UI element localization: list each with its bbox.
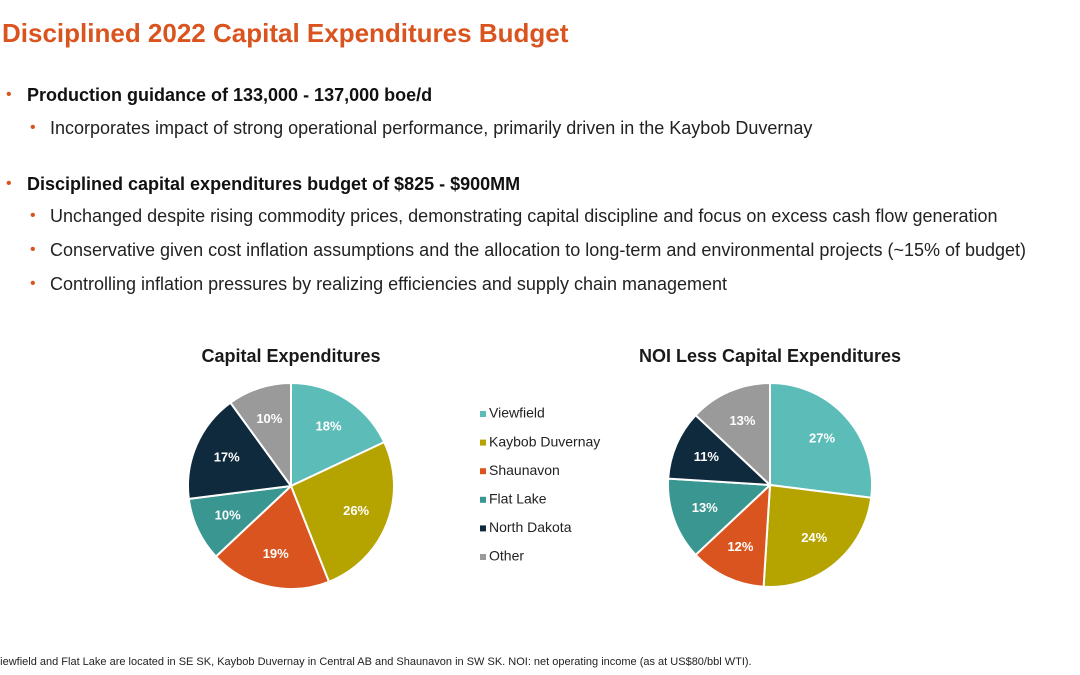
- legend-label: Shaunavon: [489, 462, 560, 478]
- legend-swatch: [480, 468, 486, 475]
- data-label: 26%: [343, 503, 369, 518]
- data-label: 17%: [214, 450, 240, 465]
- sub-bullet: Controlling inflation pressures by reali…: [50, 274, 728, 294]
- pie-slice: [762, 483, 873, 588]
- pie-slice: [694, 381, 771, 488]
- pie-slice: [214, 484, 331, 590]
- pie-slice: [187, 401, 293, 501]
- legend-swatch: [480, 439, 486, 446]
- legend-swatch: [480, 496, 486, 503]
- legend-swatch: [480, 525, 486, 532]
- bullet: Disciplined capital expenditures budget …: [27, 174, 521, 194]
- data-label: 24%: [801, 530, 827, 545]
- bullet-dot: •: [30, 275, 36, 292]
- pie-slice: [667, 413, 773, 487]
- data-label: 13%: [692, 500, 718, 515]
- data-label: 27%: [809, 431, 835, 446]
- bullet-dot: •: [30, 207, 36, 224]
- legend-label: Other: [489, 548, 524, 564]
- data-label: 19%: [263, 546, 289, 561]
- data-label: 13%: [729, 413, 755, 428]
- legend-label: North Dakota: [489, 519, 572, 535]
- data-label: 11%: [694, 449, 720, 464]
- pie-slice: [229, 381, 292, 490]
- legend-swatch: [480, 554, 486, 560]
- sub-bullet: Conservative given cost inflation assump…: [50, 240, 1027, 260]
- bullet-dot: •: [6, 175, 12, 192]
- footnote: Viewfield and Flat Lake are located in S…: [0, 656, 752, 668]
- legend-label: Kaybob Duvernay: [489, 433, 600, 449]
- bullet-dot: •: [30, 119, 36, 136]
- legend-label: Flat Lake: [489, 491, 547, 507]
- bullet-dot: •: [6, 86, 12, 103]
- chart-title: Capital Expenditures: [201, 346, 380, 366]
- bullet: Production guidance of 133,000 - 137,000…: [27, 85, 433, 105]
- chart-title: NOI Less Capital Expenditures: [639, 346, 901, 366]
- data-label: 10%: [256, 411, 282, 426]
- data-label: 18%: [316, 418, 342, 433]
- pie-slice: [694, 482, 772, 588]
- data-label: 12%: [727, 539, 753, 554]
- legend-label: Viewfield: [489, 405, 545, 421]
- legend-swatch: [480, 411, 486, 417]
- sub-bullet: Incorporates impact of strong operationa…: [50, 118, 813, 138]
- sub-bullet: Unchanged despite rising commodity price…: [50, 206, 998, 226]
- slide-title: Disciplined 2022 Capital Expenditures Bu…: [2, 18, 569, 48]
- pie-slice: [769, 381, 873, 499]
- bullet-dot: •: [30, 241, 36, 258]
- pie-slice: [667, 477, 773, 557]
- pie-slice: [289, 440, 395, 584]
- pie-slice: [290, 381, 386, 488]
- data-label: 10%: [215, 507, 241, 522]
